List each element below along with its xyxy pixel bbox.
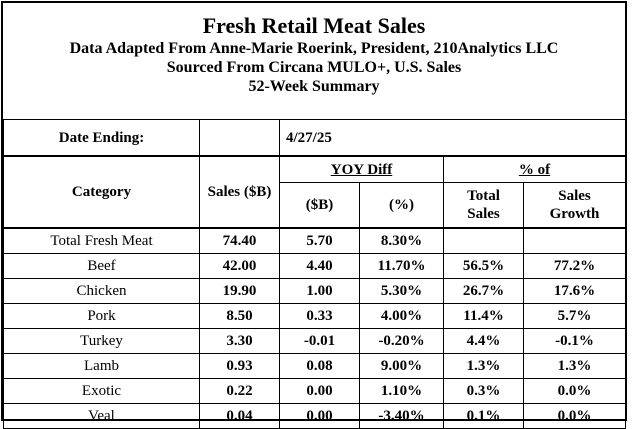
date-spacer [199,119,280,157]
table-row: Veal 0.04 0.00 -3.40% 0.1% 0.0% [3,403,627,429]
header-row-2: ($B) (%) Total Sales Sales Growth [4,182,627,229]
cell-yoy-abs: -0.01 [279,328,360,354]
cell-total-sales: 0.3% [443,378,524,404]
report-title: Fresh Retail Meat Sales [202,13,426,38]
cell-sales-growth: 17.6% [522,278,627,304]
cell-yoy-abs: 4.40 [279,253,360,279]
cell-sales: 0.04 [199,403,280,429]
sales-table: Date Ending: 4/27/25 Category Sales ($B)… [3,119,627,429]
cell-yoy-pct: 8.30% [359,227,444,254]
cell-category: Total Fresh Meat [3,227,200,254]
cell-sales-growth: 77.2% [522,253,627,279]
cell-total-sales [443,227,524,254]
cell-category: Exotic [3,378,200,404]
report-header: Fresh Retail Meat Sales Data Adapted Fro… [3,3,625,120]
header-row-1: Category Sales ($B) YOY Diff % of [3,155,627,229]
cell-yoy-abs: 5.70 [279,227,360,254]
date-row: Date Ending: 4/27/25 [3,119,627,157]
table-row: Total Fresh Meat 74.40 5.70 8.30% [3,227,627,254]
cell-sales: 0.93 [199,353,280,379]
cell-yoy-pct: 4.00% [359,303,444,329]
cell-yoy-pct: 5.30% [359,278,444,304]
table-row: Exotic 0.22 0.00 1.10% 0.3% 0.0% [3,378,627,404]
date-value: 4/27/25 [278,119,627,157]
cell-yoy-pct: 9.00% [359,353,444,379]
cell-yoy-abs: 0.33 [279,303,360,329]
cell-yoy-abs: 1.00 [279,278,360,304]
cell-category: Lamb [3,353,200,379]
cell-yoy-pct: -0.20% [359,328,444,354]
cell-sales: 42.00 [199,253,280,279]
col-sales: Sales ($B) [199,155,280,229]
cell-total-sales: 4.4% [443,328,524,354]
cell-total-sales: 56.5% [443,253,524,279]
period-line: 52-Week Summary [248,78,380,95]
col-category: Category [3,155,200,229]
cell-sales: 3.30 [199,328,280,354]
col-yoy-pct: (%) [359,182,444,229]
cell-yoy-pct: -3.40% [359,403,444,429]
date-label: Date Ending: [3,119,200,157]
cell-yoy-abs: 0.08 [279,353,360,379]
col-yoy-group: YOY Diff [279,155,444,183]
source-line: Data Adapted From Anne-Marie Roerink, Pr… [69,40,559,57]
cell-sales: 8.50 [199,303,280,329]
cell-sales-growth [522,227,627,254]
table-row: Turkey 3.30 -0.01 -0.20% 4.4% -0.1% [3,328,627,354]
sourced-line: Sourced From Circana MULO+, U.S. Sales [166,59,462,76]
cell-sales-growth: 0.0% [522,378,627,404]
cell-category: Chicken [3,278,200,304]
col-pct-group: % of [442,155,627,183]
cell-yoy-abs: 0.00 [279,403,360,429]
cell-sales: 19.90 [199,278,280,304]
cell-total-sales: 11.4% [443,303,524,329]
table-row: Chicken 19.90 1.00 5.30% 26.7% 17.6% [3,278,627,304]
table-row: Lamb 0.93 0.08 9.00% 1.3% 1.3% [3,353,627,379]
table-row: Pork 8.50 0.33 4.00% 11.4% 5.7% [3,303,627,329]
cell-category: Veal [3,403,200,429]
col-sales-growth: Sales Growth [522,182,627,229]
col-total-sales: Total Sales [443,182,524,229]
cell-sales-growth: 0.0% [522,403,627,429]
cell-yoy-pct: 11.70% [359,253,444,279]
cell-category: Pork [3,303,200,329]
cell-sales-growth: 5.7% [522,303,627,329]
cell-sales-growth: -0.1% [522,328,627,354]
table-row: Beef 42.00 4.40 11.70% 56.5% 77.2% [3,253,627,279]
cell-sales: 74.40 [199,227,280,254]
cell-total-sales: 1.3% [443,353,524,379]
cell-category: Beef [3,253,200,279]
cell-sales-growth: 1.3% [522,353,627,379]
cell-total-sales: 26.7% [443,278,524,304]
cell-total-sales: 0.1% [443,403,524,429]
cell-sales: 0.22 [199,378,280,404]
cell-yoy-abs: 0.00 [279,378,360,404]
col-yoy-abs: ($B) [279,182,360,229]
cell-category: Turkey [3,328,200,354]
cell-yoy-pct: 1.10% [359,378,444,404]
